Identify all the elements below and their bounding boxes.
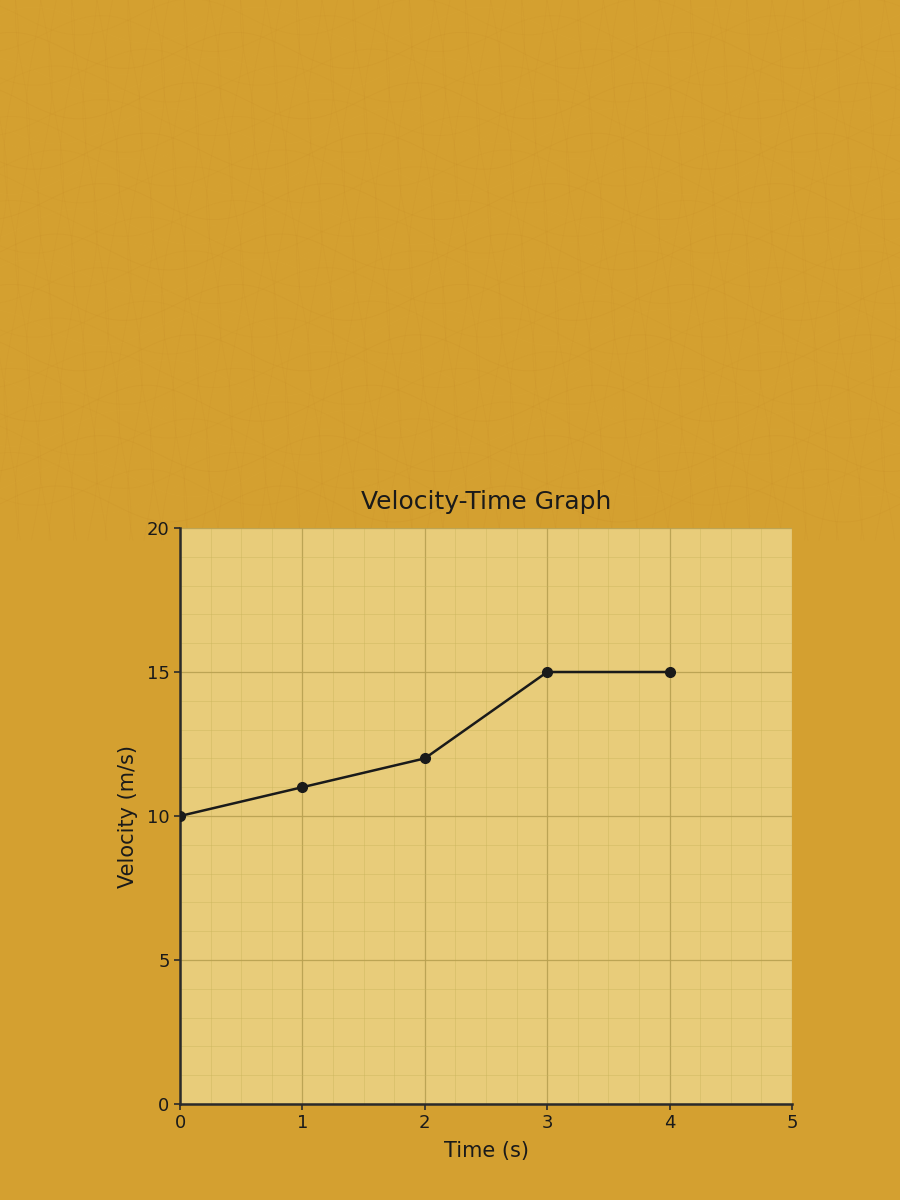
X-axis label: Time (s): Time (s) bbox=[444, 1141, 528, 1160]
Y-axis label: Velocity (m/s): Velocity (m/s) bbox=[119, 744, 139, 888]
Title: Velocity-Time Graph: Velocity-Time Graph bbox=[361, 490, 611, 514]
